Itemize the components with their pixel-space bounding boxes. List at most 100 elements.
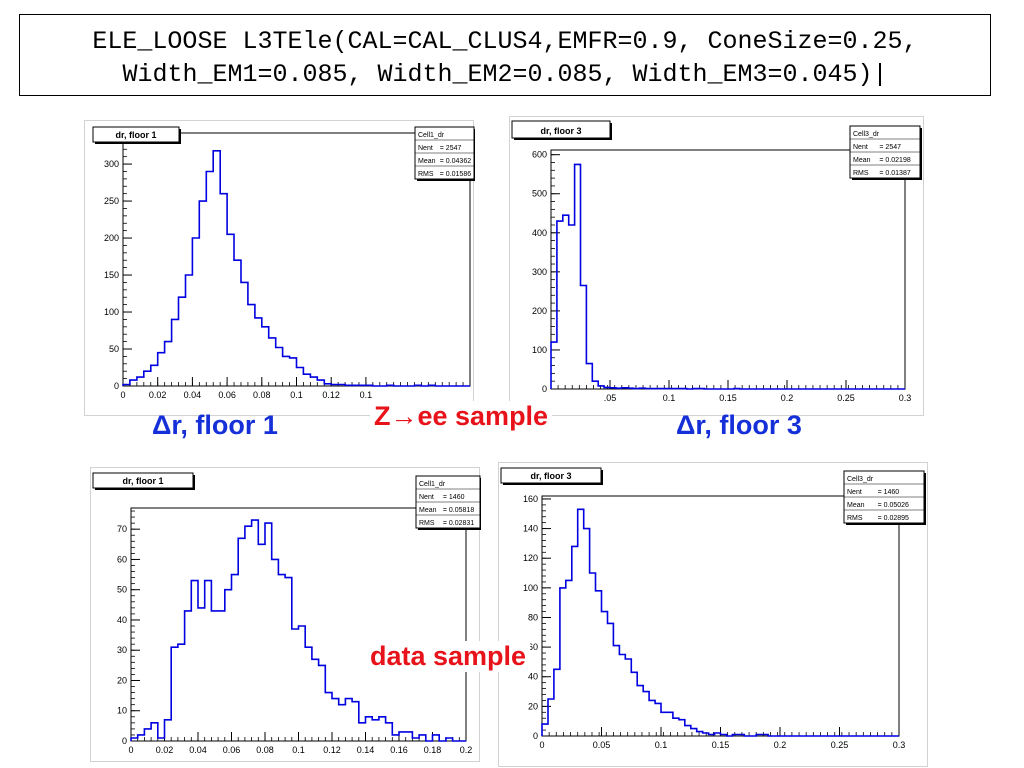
y-tick-label: 500 xyxy=(532,189,547,199)
y-tick-label: 120 xyxy=(523,553,538,563)
x-tick-label: 0.1 xyxy=(290,390,303,400)
y-tick-label: 300 xyxy=(104,159,119,169)
stats-value: = 2547 xyxy=(879,144,901,151)
y-tick-label: 300 xyxy=(532,267,547,277)
y-tick-label: 140 xyxy=(523,524,538,534)
x-tick-label: 0.25 xyxy=(831,740,849,750)
y-tick-label: 30 xyxy=(117,645,127,655)
y-tick-label: 20 xyxy=(117,675,127,685)
stats-label: Cell1_dr xyxy=(419,481,446,488)
y-tick-label: 200 xyxy=(104,233,119,243)
x-tick-label: 0 xyxy=(539,740,544,750)
plot-frame xyxy=(541,495,900,737)
plot-frame xyxy=(130,507,467,742)
histogram-panel-zee-floor3: 0 100 200 300 400 500 600 .05 0.1 0.15 0.2 0.25 0.3 d… xyxy=(509,116,924,416)
selection-cut-box: ELE_LOOSE L3TEle(CAL=CAL_CLUS4,EMFR=0.9,… xyxy=(19,14,991,96)
x-tick-label: 0.1 xyxy=(663,393,676,403)
histogram-panel-data-floor1: 0 10 20 30 40 50 60 70 0 0.02 0.04 0.06 0.08 0.1 0.12 0… xyxy=(90,467,481,762)
y-tick-label: 0 xyxy=(542,384,547,394)
histogram-title: dr, floor 3 xyxy=(540,126,581,136)
y-tick-label: 0 xyxy=(533,731,538,741)
caption-data-sample: data sample xyxy=(366,641,531,672)
x-tick-label: 0.1 xyxy=(360,390,373,400)
x-tick-label: .05 xyxy=(604,393,617,403)
x-tick-label: 0.06 xyxy=(218,390,236,400)
x-tick-label: 0.02 xyxy=(149,390,167,400)
x-tick-label: 0.3 xyxy=(893,740,906,750)
x-tick-label: 0.02 xyxy=(156,745,174,755)
histogram-title: dr, floor 1 xyxy=(115,130,156,140)
histogram-series xyxy=(541,508,899,737)
stats-label: Nent xyxy=(418,145,433,152)
stats-value: = 0.02831 xyxy=(443,520,474,527)
histogram-canvas-data-floor1: 0 10 20 30 40 50 60 70 0 0.02 0.04 0.06 0.08 0.1 0.12 0… xyxy=(92,472,481,755)
y-tick-label: 20 xyxy=(528,701,538,711)
title-box xyxy=(500,467,602,484)
stats-label: Nent xyxy=(853,144,868,151)
title-box xyxy=(511,120,611,139)
stats-label: Nent xyxy=(419,494,434,501)
histogram-series xyxy=(550,163,905,390)
cut-line-1: ELE_LOOSE L3TEle(CAL=CAL_CLUS4,EMFR=0.9,… xyxy=(92,27,918,56)
y-tick-label: 60 xyxy=(117,554,127,564)
stats-value: = 1460 xyxy=(878,489,900,496)
x-tick-label: 0.3 xyxy=(899,393,912,403)
x-tick-label: 0.2 xyxy=(781,393,794,403)
y-tick-label: 100 xyxy=(532,345,547,355)
x-tick-label: 0.04 xyxy=(184,390,202,400)
stats-label: Mean xyxy=(418,158,436,165)
x-tick-label: 0.12 xyxy=(323,745,341,755)
stats-value: = 0.01586 xyxy=(440,171,471,178)
y-tick-label: 40 xyxy=(117,615,127,625)
y-tick-label: 100 xyxy=(523,583,538,593)
y-tick-label: 0 xyxy=(114,381,119,391)
x-tick-label: 0.14 xyxy=(357,745,375,755)
y-tick-label: 50 xyxy=(117,585,127,595)
stats-value: = 0.05026 xyxy=(878,502,909,509)
caption-floor3: Δr, floor 3 xyxy=(676,410,802,440)
stats-value: = 0.02198 xyxy=(879,157,910,164)
stats-label: RMS xyxy=(847,515,863,522)
x-tick-label: 0 xyxy=(128,745,133,755)
y-tick-label: 250 xyxy=(104,196,119,206)
histogram-title: dr, floor 1 xyxy=(122,476,163,486)
stats-value: = 0.01387 xyxy=(879,170,910,177)
x-tick-label: 0.15 xyxy=(719,393,737,403)
x-tick-label: 0.04 xyxy=(189,745,207,755)
y-tick-label: 80 xyxy=(528,612,538,622)
stats-label: Cell3_dr xyxy=(853,131,880,138)
stats-value: = 1460 xyxy=(443,494,465,501)
stats-label: RMS xyxy=(418,171,434,178)
y-tick-label: 70 xyxy=(117,524,127,534)
plot-frame xyxy=(122,132,471,387)
stats-label: Mean xyxy=(853,157,871,164)
x-tick-label: 0.16 xyxy=(390,745,408,755)
y-tick-label: 10 xyxy=(117,706,127,716)
caption-floor1: Δr, floor 1 xyxy=(152,410,278,440)
x-tick-label: 0.18 xyxy=(424,745,442,755)
x-tick-label: 0.2 xyxy=(774,740,787,750)
stats-label: RMS xyxy=(419,520,435,527)
y-tick-label: 60 xyxy=(528,642,538,652)
stats-value: = 0.04362 xyxy=(440,158,471,165)
x-tick-label: 0.05 xyxy=(593,740,611,750)
x-tick-label: 0.25 xyxy=(837,393,855,403)
y-tick-label: 160 xyxy=(523,494,538,504)
histogram-series xyxy=(130,519,466,742)
cut-line-2: Width_EM1=0.085, Width_EM2=0.085, Width_… xyxy=(122,60,888,89)
x-tick-label: 0.1 xyxy=(655,740,668,750)
stats-label: Mean xyxy=(847,502,865,509)
stats-label: Cell3_dr xyxy=(847,476,874,483)
y-tick-label: 400 xyxy=(532,228,547,238)
y-tick-label: 200 xyxy=(532,306,547,316)
stats-label: Mean xyxy=(419,507,437,514)
x-tick-label: 0.15 xyxy=(712,740,730,750)
title-box xyxy=(92,472,194,489)
caption-zee-sample: Z→ee sample xyxy=(370,401,553,432)
y-tick-label: 40 xyxy=(528,672,538,682)
y-tick-label: 150 xyxy=(104,270,119,280)
y-tick-label: 0 xyxy=(122,736,127,746)
stats-label: Nent xyxy=(847,489,862,496)
histogram-title: dr, floor 3 xyxy=(530,471,571,481)
x-tick-label: 0.08 xyxy=(253,390,271,400)
